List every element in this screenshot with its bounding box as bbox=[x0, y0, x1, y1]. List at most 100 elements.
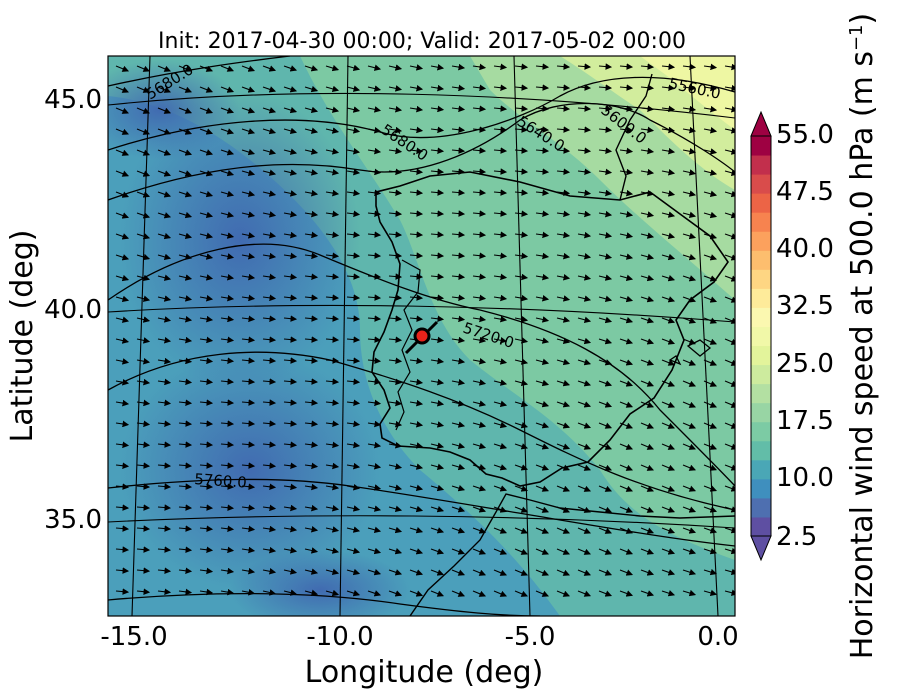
wind-arrow bbox=[346, 547, 361, 554]
wind-arrow bbox=[367, 590, 382, 597]
wind-arrow bbox=[598, 506, 613, 513]
wind-arrow bbox=[199, 441, 214, 448]
wind-arrow bbox=[283, 169, 298, 176]
colorbar-swatch bbox=[751, 478, 771, 499]
wind-arrow bbox=[640, 253, 655, 260]
wind-arrow bbox=[661, 485, 676, 492]
colorbar-tick-4: 32.5 bbox=[776, 291, 834, 321]
wind-arrow bbox=[703, 105, 718, 113]
wind-arrow bbox=[598, 464, 613, 471]
wind-arrow bbox=[325, 294, 340, 301]
wind-arrow bbox=[451, 294, 466, 302]
wind-arrow bbox=[136, 441, 151, 448]
wind-arrow bbox=[115, 358, 130, 365]
wind-arrow bbox=[178, 525, 193, 532]
wind-arrow bbox=[115, 546, 130, 553]
wind-arrow bbox=[703, 211, 718, 219]
colorbar-tick-2: 47.5 bbox=[776, 177, 834, 207]
wind-arrow bbox=[514, 358, 529, 365]
wind-arrow bbox=[724, 127, 735, 134]
wind-arrow bbox=[451, 147, 466, 154]
wind-arrow bbox=[661, 569, 676, 576]
wind-arrow bbox=[367, 294, 382, 301]
wind-arrow bbox=[640, 296, 655, 303]
wind-arrow bbox=[514, 569, 529, 576]
wind-arrow bbox=[136, 483, 151, 490]
wind-arrow bbox=[430, 84, 445, 92]
wind-arrow bbox=[325, 441, 340, 449]
wind-arrow bbox=[430, 126, 445, 134]
wind-arrow bbox=[346, 336, 361, 343]
wind-arrow bbox=[493, 358, 508, 365]
wind-arrow bbox=[346, 590, 361, 597]
wind-arrow bbox=[535, 358, 550, 365]
wind-arrow bbox=[535, 590, 550, 597]
wind-arrow bbox=[409, 527, 424, 534]
wind-arrow bbox=[493, 252, 508, 260]
wind-arrow bbox=[304, 336, 319, 343]
wind-arrow bbox=[724, 275, 735, 282]
wind-arrow bbox=[640, 401, 655, 408]
wind-arrow bbox=[724, 359, 735, 366]
wind-arrow bbox=[640, 569, 655, 576]
wind-arrow bbox=[535, 295, 550, 302]
wind-arrow bbox=[325, 462, 340, 470]
wind-arrow bbox=[451, 252, 466, 259]
wind-arrow bbox=[325, 589, 340, 597]
wind-arrow bbox=[304, 210, 319, 218]
wind-arrow bbox=[430, 590, 445, 597]
wind-arrow bbox=[724, 190, 735, 198]
wind-arrow bbox=[304, 106, 319, 114]
wind-arrow bbox=[472, 421, 487, 428]
wind-arrow bbox=[556, 84, 571, 91]
wind-arrow bbox=[451, 506, 466, 513]
wind-arrow bbox=[157, 588, 172, 596]
wind-arrow bbox=[430, 105, 445, 113]
wind-arrow bbox=[682, 211, 697, 218]
wind-arrow bbox=[304, 294, 319, 301]
wind-arrow bbox=[115, 274, 130, 282]
wind-arrow bbox=[703, 338, 718, 345]
wind-arrow bbox=[619, 147, 634, 155]
wind-arrow bbox=[241, 294, 256, 302]
wind-arrow bbox=[430, 421, 445, 428]
wind-arrow bbox=[724, 527, 735, 534]
colorbar-swatch bbox=[751, 345, 771, 366]
wind-arrow bbox=[262, 148, 277, 156]
wind-arrow bbox=[325, 231, 340, 239]
wind-arrow bbox=[640, 485, 655, 492]
wind-arrow bbox=[115, 588, 130, 595]
wind-arrow bbox=[451, 63, 466, 71]
colorbar-swatch bbox=[751, 193, 771, 213]
wind-arrow bbox=[136, 86, 151, 93]
colorbar-swatch bbox=[751, 250, 771, 270]
wind-arrow bbox=[493, 273, 508, 281]
wind-arrow bbox=[241, 107, 256, 114]
wind-arrow bbox=[598, 210, 613, 218]
wind-arrow bbox=[178, 191, 193, 198]
wind-arrow bbox=[241, 190, 256, 197]
wind-arrow bbox=[220, 462, 235, 469]
wind-arrow bbox=[661, 296, 676, 303]
wind-arrow bbox=[640, 147, 655, 155]
wind-arrow bbox=[157, 316, 172, 323]
wind-arrow bbox=[367, 441, 382, 449]
wind-arrow bbox=[556, 401, 571, 408]
wind-arrow bbox=[556, 210, 571, 218]
colorbar-tick-7: 10.0 bbox=[776, 463, 834, 493]
wind-arrow bbox=[703, 84, 718, 92]
wind-arrow bbox=[682, 148, 697, 155]
wind-arrow bbox=[640, 317, 655, 324]
colorbar-tick-8: 2.5 bbox=[776, 522, 817, 552]
wind-arrow bbox=[493, 210, 508, 217]
wind-arrow bbox=[199, 211, 214, 219]
wind-arrow bbox=[430, 548, 445, 555]
wind-arrow bbox=[283, 357, 298, 364]
wind-arrow bbox=[241, 567, 256, 575]
wind-arrow bbox=[682, 464, 697, 471]
wind-arrow bbox=[682, 126, 697, 134]
wind-arrow bbox=[577, 63, 592, 70]
wind-arrow bbox=[598, 84, 613, 91]
wind-arrow bbox=[724, 296, 735, 303]
wind-arrow bbox=[136, 567, 151, 574]
